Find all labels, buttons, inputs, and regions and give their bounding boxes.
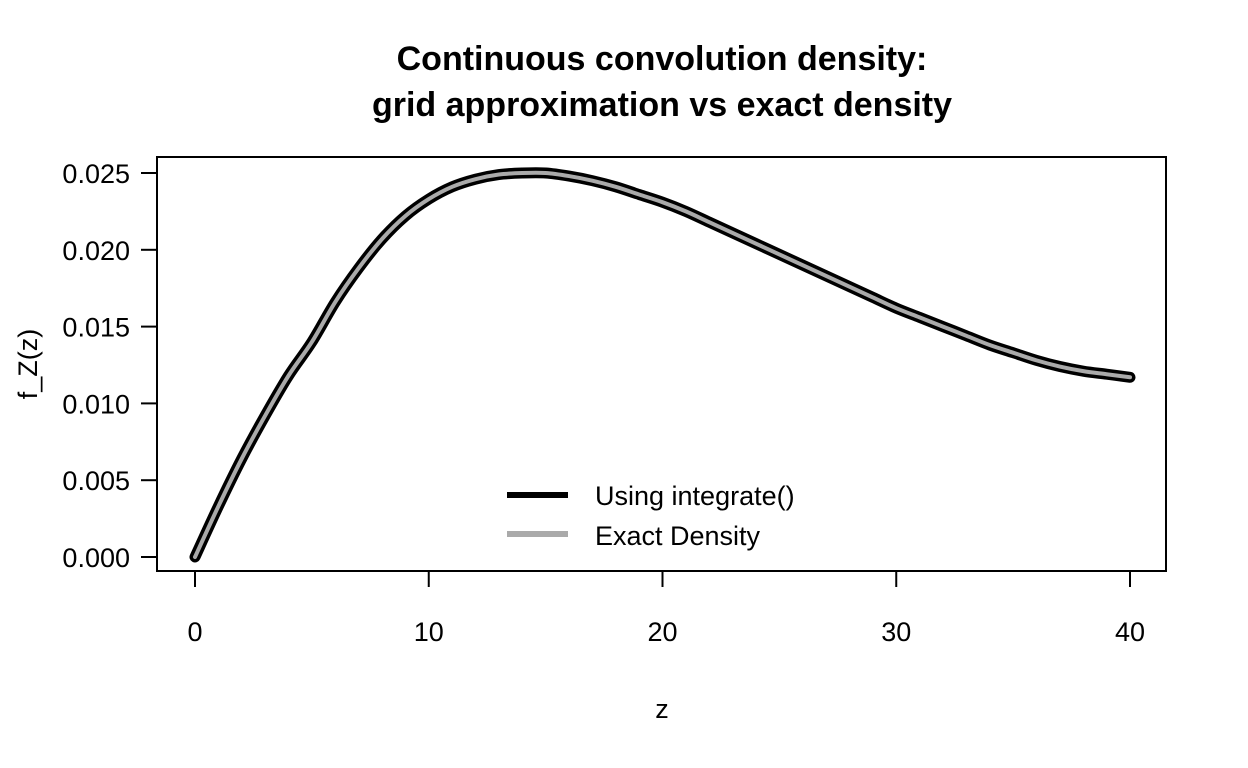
y-axis-label: f_Z(z) [13, 329, 43, 400]
legend-label-exact: Exact Density [595, 521, 761, 551]
legend: Using integrate() Exact Density [507, 481, 795, 551]
y-axis: 0.000 0.005 0.010 0.015 0.020 0.025 [62, 159, 157, 573]
y-tick-label: 0.000 [62, 543, 130, 573]
x-tick-label: 10 [414, 617, 444, 647]
series-line-exact [193, 170, 1132, 559]
x-axis-label: z [655, 694, 669, 724]
x-tick-label: 20 [647, 617, 677, 647]
x-tick-label: 0 [187, 617, 202, 647]
chart-subtitle: grid approximation vs exact density [372, 86, 952, 124]
x-tick-label: 40 [1115, 617, 1145, 647]
y-tick-label: 0.005 [62, 466, 130, 496]
y-tick-label: 0.015 [62, 313, 130, 343]
legend-label-integrate: Using integrate() [595, 481, 795, 511]
chart-title: Continuous convolution density: [397, 40, 928, 78]
x-axis: 0 10 20 30 40 [187, 571, 1145, 647]
y-tick-label: 0.010 [62, 389, 130, 419]
y-tick-label: 0.025 [62, 159, 130, 189]
y-tick-label: 0.020 [62, 236, 130, 266]
series-layer [189, 167, 1136, 563]
x-tick-label: 30 [881, 617, 911, 647]
